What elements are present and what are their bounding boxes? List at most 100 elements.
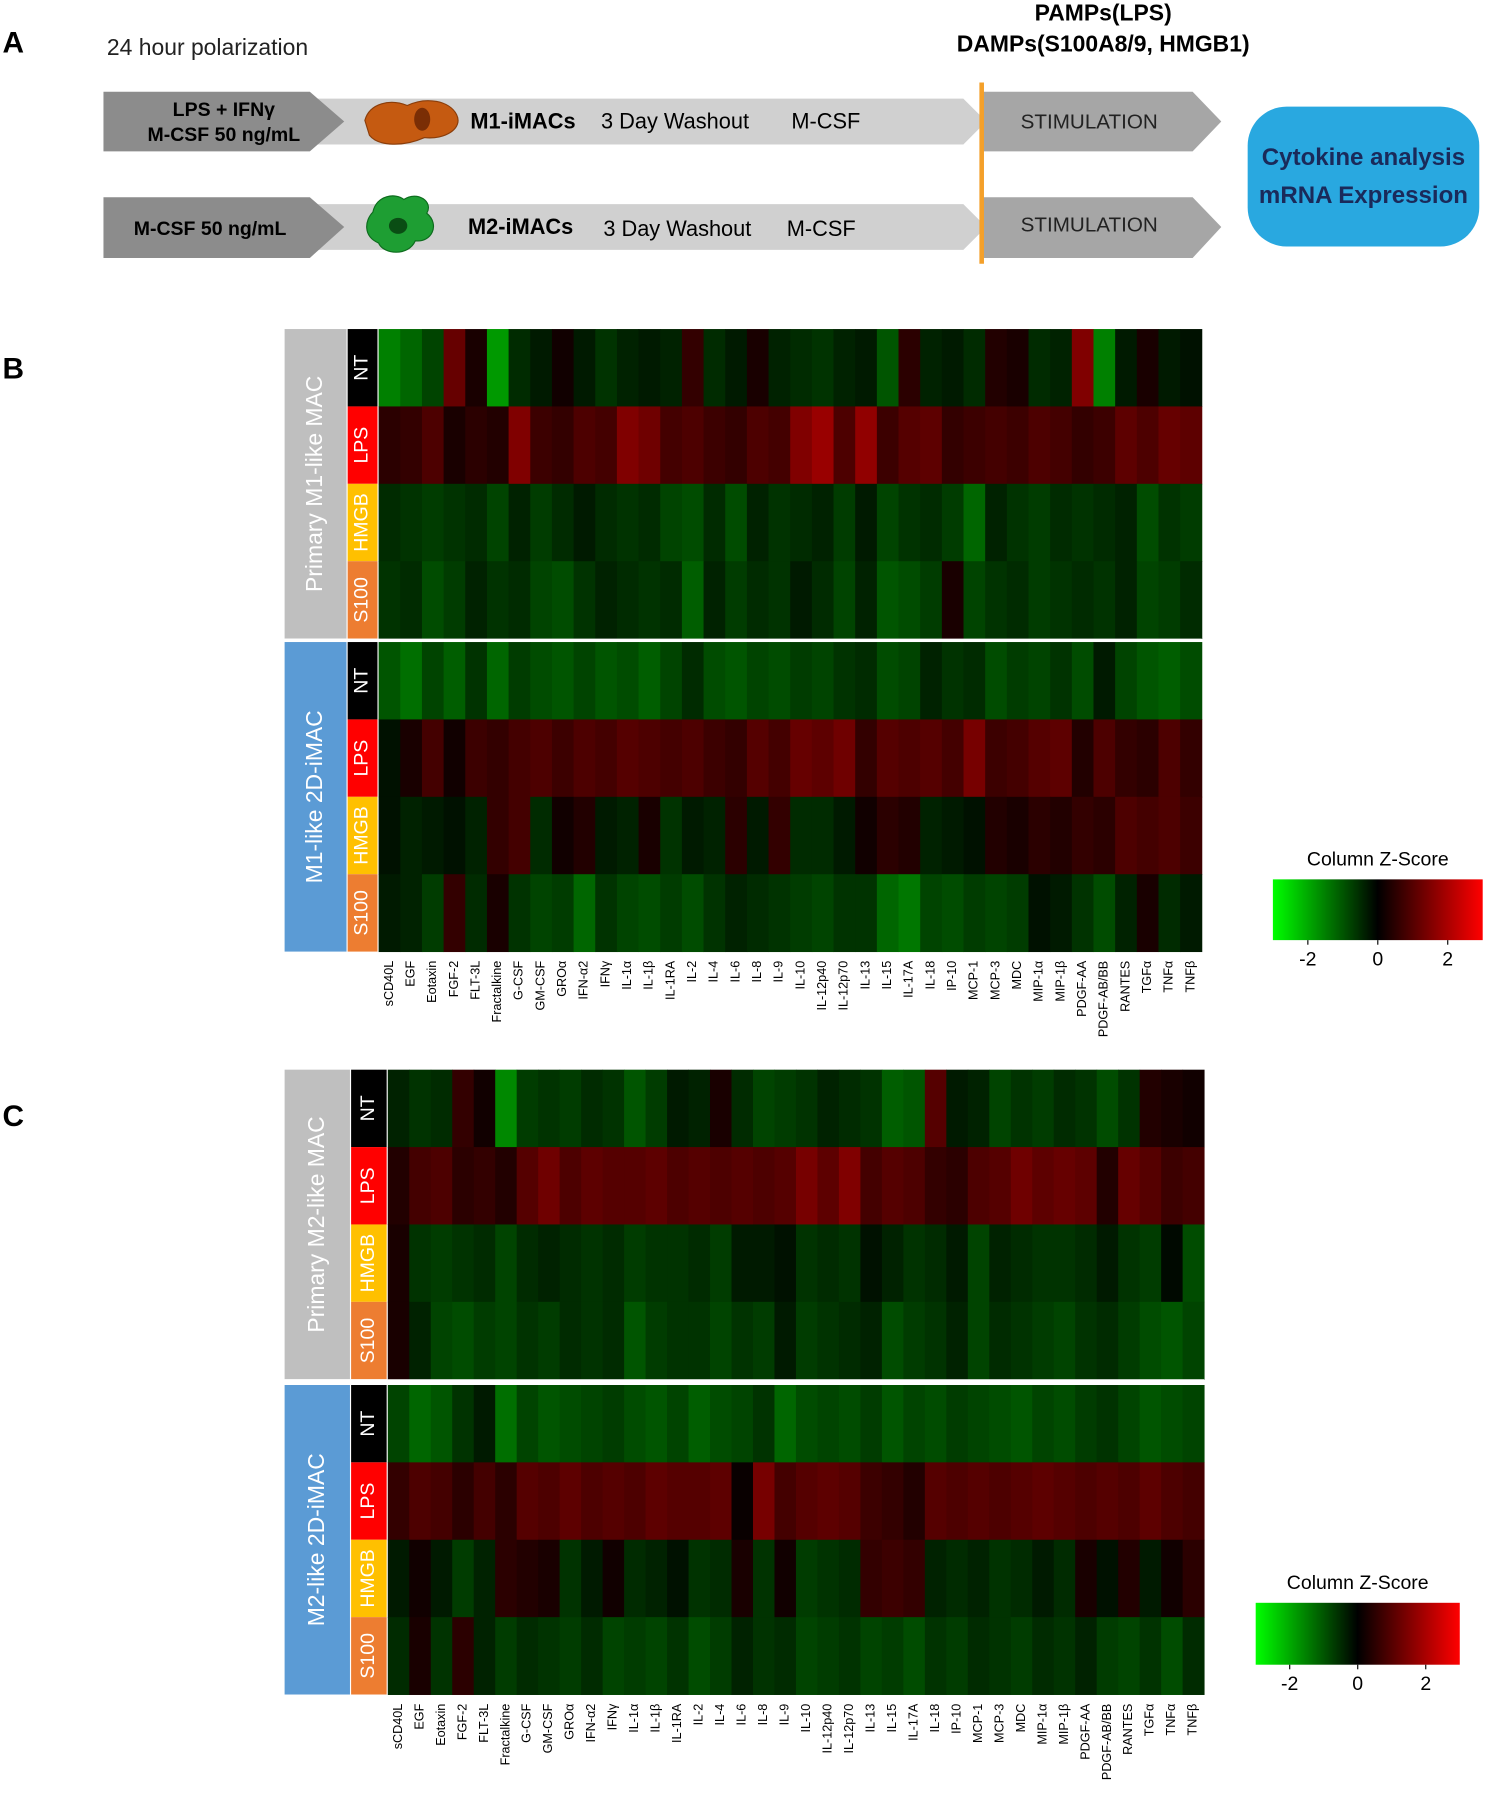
heatmap-cell [595,406,618,485]
column-label: GROα [555,961,569,997]
heatmap-cell [1139,1224,1162,1303]
heatmap-cell [985,874,1008,953]
heatmap-cell [1050,329,1073,407]
heatmap-cell [703,561,726,640]
heatmap-cell [559,1617,582,1695]
heatmap-cell [1006,329,1029,407]
heatmap-cell [1032,1462,1055,1541]
group-label: Primary M2-like MAC [303,1116,329,1332]
heatmap-cell [941,561,964,640]
heatmap-cell [1028,796,1051,875]
heatmap-cell [595,483,618,562]
heatmap-cell [1071,329,1094,407]
heatmap-cell [378,483,401,562]
heatmap-cell [1006,561,1029,640]
heatmap-cell [1093,483,1116,562]
heatmap-cell [559,1147,582,1225]
heatmap-cell [516,1301,539,1380]
column-label: IL-12p70 [842,1704,856,1754]
heatmap-cell [387,1539,410,1618]
heatmap-cell [725,642,748,720]
heatmap-cell [855,874,878,953]
heatmap-cell [924,1462,947,1541]
heatmap-cell [1115,561,1138,640]
heatmap-cell [452,1069,475,1148]
heatmap-cell [667,1617,689,1695]
heatmap-cell [941,483,964,562]
column-label: IL-1RA [663,960,677,1000]
stimulation-arrow [980,197,1222,258]
heatmap-cell [1028,719,1051,798]
heatmap-cell [645,1462,668,1541]
heatmap-cell [1050,719,1073,798]
heatmap-cell [473,1224,496,1303]
condition-label: S100 [357,1633,379,1679]
heatmap-cell [768,561,791,640]
condition-band [351,1462,387,1540]
heatmap-cell [688,1617,711,1695]
heatmap-cell [838,1617,861,1695]
heatmap-cell [903,1301,926,1380]
heatmap-cell [746,874,770,953]
heatmap-cell [660,329,683,407]
heatmap-cell [1071,483,1094,562]
heatmap-cell [898,796,921,875]
column-label: sCD40L [391,1704,405,1750]
heatmap-cell [595,719,618,798]
heatmap-cell [538,1462,561,1541]
heatmap-cell [985,329,1008,407]
heatmap-cell [1139,1147,1162,1225]
heatmap-cell [495,1539,518,1618]
heatmap-cell [731,1539,754,1618]
column-label: Fractalkine [490,961,504,1023]
column-label: FGF-2 [455,1704,469,1740]
heatmap-cell [1136,406,1159,485]
column-label: IL-12p40 [815,961,829,1011]
heatmap-cell [833,874,856,953]
heatmap-cell [703,483,726,562]
heatmap-cell [443,874,466,953]
heatmap-cell [989,1069,1012,1148]
heatmap-cell [817,1462,840,1541]
column-label: IL-18 [928,1704,942,1733]
heatmap-cell [688,1224,711,1303]
heatmap-cell [573,796,596,875]
heatmap-cell [768,406,791,485]
heatmap-cell [920,796,943,875]
m1-cell [364,100,459,145]
heatmap-cell [1053,1301,1076,1380]
heatmap-cell [551,406,575,485]
heatmap-cell [681,406,705,485]
heatmap-cell [667,1384,689,1463]
column-label: GM-CSF [541,1703,555,1753]
column-label: IL-8 [756,1704,770,1726]
heatmap-cell [638,329,661,407]
heatmap-cell [551,719,575,798]
heatmap-cell [602,1069,625,1148]
heatmap-cell [1182,1617,1205,1695]
condition-band [351,1384,387,1463]
heatmap-cell [602,1462,625,1541]
heatmap-cell [924,1224,947,1303]
heatmap-cell [898,406,921,485]
heatmap-cell [516,1069,539,1148]
heatmap-cell [790,561,813,640]
heatmap-cell [898,874,921,953]
column-label: IL-1β [649,1704,663,1733]
heatmap-cell [989,1617,1012,1695]
heatmap-cell [616,329,640,407]
heatmap-cell [530,642,553,720]
heatmap-cell [1050,483,1073,562]
heatmap-cell [752,1301,775,1380]
heatmap-cell [768,483,791,562]
heatmap-cell [963,642,986,720]
heatmap-cell [551,329,575,407]
heatmap-cell [430,1069,453,1148]
heatmap-cell [421,329,445,407]
column-label: GM-CSF [533,960,547,1010]
heatmap-cell [595,561,618,640]
heatmap-cell [710,1462,732,1541]
heatmap-cell [559,1462,582,1541]
heatmap-cell [1071,642,1094,720]
heatmap-cell [516,1224,539,1303]
